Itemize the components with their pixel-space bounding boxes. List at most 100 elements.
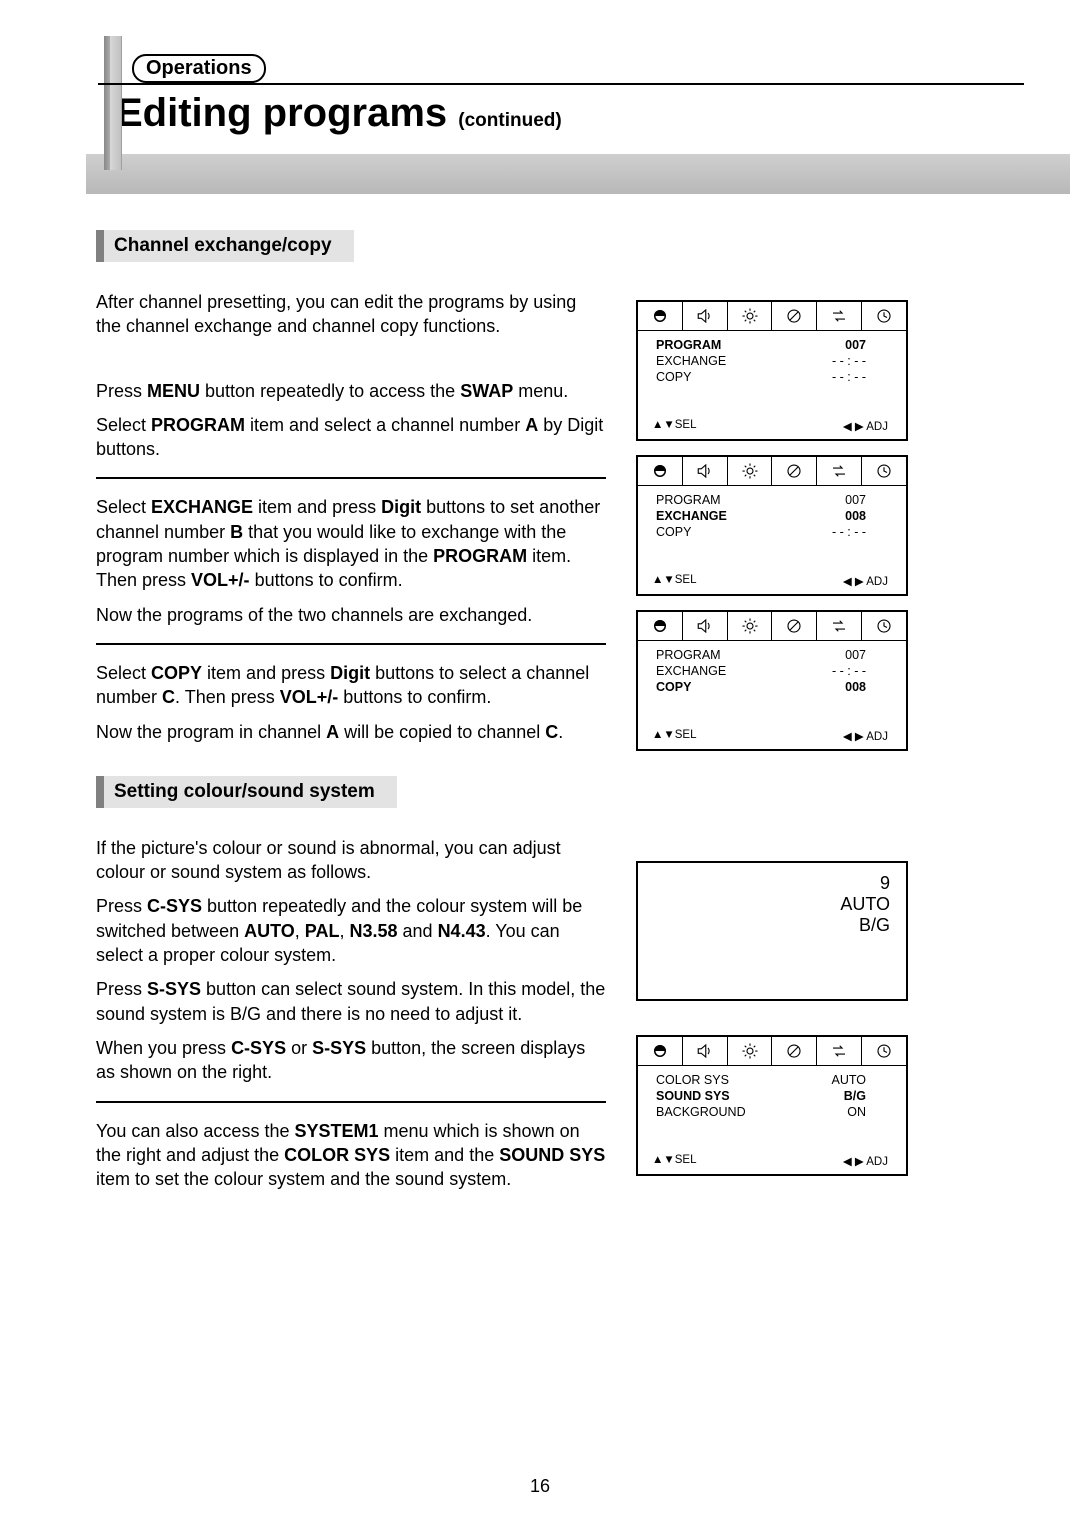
para-program: Select PROGRAM item and select a channel… — [96, 413, 606, 462]
t: button repeatedly to access the — [200, 381, 460, 401]
osd-footer-adj: ◀ ▶ ADJ — [843, 574, 888, 588]
t: N4.43 — [438, 921, 486, 941]
osd-footer-adj: ◀ ▶ ADJ — [843, 419, 888, 433]
t: or — [286, 1038, 312, 1058]
osd-label: EXCHANGE — [656, 509, 727, 523]
osd-label: EXCHANGE — [656, 664, 726, 678]
osd-label: COPY — [656, 370, 691, 384]
t: You can also access the — [96, 1121, 294, 1141]
settings-icon — [728, 457, 773, 485]
t: A — [525, 415, 538, 435]
settings-icon — [728, 1037, 773, 1065]
subheading-system: Setting colour/sound system — [96, 776, 397, 808]
para-sysintro: If the picture's colour or sound is abno… — [96, 836, 606, 885]
title-main: Editing programs — [116, 91, 447, 135]
t: C-SYS — [147, 896, 202, 916]
t: buttons to confirm. — [338, 687, 491, 707]
t: C-SYS — [231, 1038, 286, 1058]
t: COLOR SYS — [284, 1145, 390, 1165]
t: and — [398, 921, 438, 941]
t: ADJ — [866, 1156, 888, 1168]
t: ADJ — [866, 576, 888, 588]
osd-icon-row — [638, 457, 906, 486]
t: PROGRAM — [433, 546, 527, 566]
arrows-icon: ▲▼ — [652, 1154, 675, 1166]
osd-value: 008 — [845, 509, 866, 523]
osd-icon-row — [638, 302, 906, 331]
osd-footer-sel: ▲▼SEL — [652, 729, 697, 743]
para-exchanged: Now the programs of the two channels are… — [96, 603, 606, 627]
t: item and select a channel number — [245, 415, 525, 435]
para-menu: Press MENU button repeatedly to access t… — [96, 379, 606, 403]
osd-value: - - : - - — [832, 664, 866, 678]
timer-icon — [862, 1037, 906, 1065]
osd-label: EXCHANGE — [656, 354, 726, 368]
t: ADJ — [866, 421, 888, 433]
t: SWAP — [460, 381, 513, 401]
rule — [96, 1101, 606, 1103]
picture-icon — [638, 302, 683, 330]
swap-icon — [817, 612, 862, 640]
para-copied: Now the program in channel A will be cop… — [96, 720, 606, 744]
t: Select — [96, 497, 151, 517]
title-suffix: (continued) — [458, 110, 561, 131]
sound-icon — [683, 612, 728, 640]
t: Select — [96, 415, 151, 435]
arrows-icon: ◀ ▶ — [843, 421, 864, 433]
osd-label: COPY — [656, 525, 691, 539]
para-intro: After channel presetting, you can edit t… — [96, 290, 606, 339]
osd-value: ON — [847, 1105, 866, 1119]
arrows-icon: ◀ ▶ — [843, 731, 864, 743]
osd-panel-system1: COLOR SYSAUTO SOUND SYSB/G BACKGROUNDON … — [636, 1035, 908, 1176]
t: A — [326, 722, 339, 742]
para-csys: Press C-SYS button repeatedly and the co… — [96, 894, 606, 967]
t: Digit — [381, 497, 421, 517]
vertical-accent-bar — [104, 36, 122, 170]
t: Press — [96, 979, 147, 999]
osd-value: - - : - - — [832, 525, 866, 539]
block-icon — [772, 1037, 817, 1065]
picture-icon — [638, 1037, 683, 1065]
sound-icon — [683, 1037, 728, 1065]
para-ssys: Press S-SYS button can select sound syst… — [96, 977, 606, 1026]
t: PAL — [305, 921, 340, 941]
osd-footer-sel: ▲▼SEL — [652, 1154, 697, 1168]
rule — [96, 643, 606, 645]
t: EXCHANGE — [151, 497, 253, 517]
para-exchange: Select EXCHANGE item and press Digit but… — [96, 495, 606, 592]
t: VOL+/- — [280, 687, 339, 707]
t: Press — [96, 896, 147, 916]
osd-value: 007 — [845, 648, 866, 662]
t: MENU — [147, 381, 200, 401]
osd-value: 008 — [845, 680, 866, 694]
sound-icon — [683, 302, 728, 330]
arrows-icon: ◀ ▶ — [843, 1156, 864, 1168]
block-icon — [772, 612, 817, 640]
rule — [96, 477, 606, 479]
t: SEL — [675, 419, 697, 431]
swap-icon — [817, 457, 862, 485]
osd-panel-swap-exchange: PROGRAM007 EXCHANGE008 COPY- - : - - ▲▼S… — [636, 455, 908, 596]
t: N3.58 — [349, 921, 397, 941]
t: C — [162, 687, 175, 707]
osd-value: B/G — [844, 1089, 866, 1103]
arrows-icon: ◀ ▶ — [843, 576, 864, 588]
t: COPY — [151, 663, 202, 683]
t: item to set the colour system and the so… — [96, 1169, 511, 1189]
t: item and press — [202, 663, 330, 683]
osd-label: SOUND SYS — [656, 1089, 730, 1103]
t: will be copied to channel — [339, 722, 545, 742]
t: Now the program in channel — [96, 722, 326, 742]
page-title: Editing programs (continued) — [116, 91, 562, 136]
osd-panel-swap-program: PROGRAM007 EXCHANGE- - : - - COPY- - : -… — [636, 300, 908, 441]
section-label-pill: Operations — [132, 54, 266, 83]
t: SEL — [675, 574, 697, 586]
t: buttons to confirm. — [250, 570, 403, 590]
osd-value: 007 — [845, 338, 866, 352]
t: VOL+/- — [191, 570, 250, 590]
picture-icon — [638, 457, 683, 485]
t: SOUND SYS — [499, 1145, 605, 1165]
t: When you press — [96, 1038, 231, 1058]
page-number: 16 — [0, 1476, 1080, 1497]
para-system1: You can also access the SYSTEM1 menu whi… — [96, 1119, 606, 1192]
